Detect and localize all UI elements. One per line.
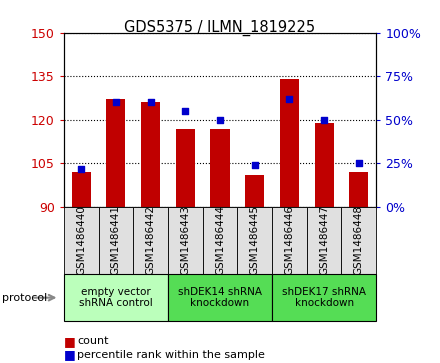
Text: GSM1486448: GSM1486448 [354, 205, 364, 276]
Text: GSM1486447: GSM1486447 [319, 205, 329, 276]
Point [251, 162, 258, 168]
Text: GDS5375 / ILMN_1819225: GDS5375 / ILMN_1819225 [125, 20, 315, 36]
Text: protocol: protocol [2, 293, 48, 303]
Text: GSM1486440: GSM1486440 [76, 205, 86, 276]
Bar [280, 79, 299, 207]
Point [77, 166, 84, 171]
Bar [141, 102, 160, 207]
Bar [168, 207, 203, 274]
Text: percentile rank within the sample: percentile rank within the sample [77, 350, 265, 360]
Text: count: count [77, 336, 109, 346]
Bar [341, 207, 376, 274]
Text: GSM1486444: GSM1486444 [215, 205, 225, 276]
Point [112, 99, 119, 105]
Bar [168, 274, 272, 321]
Bar [133, 207, 168, 274]
Point [216, 117, 224, 123]
Bar [176, 129, 195, 207]
Text: GSM1486442: GSM1486442 [146, 205, 156, 276]
Text: GSM1486445: GSM1486445 [250, 205, 260, 276]
Bar [349, 172, 368, 207]
Bar [106, 99, 125, 207]
Bar [210, 129, 230, 207]
Point [147, 99, 154, 105]
Bar [315, 123, 334, 207]
Bar [64, 274, 168, 321]
Bar [72, 172, 91, 207]
Bar [272, 207, 307, 274]
Bar [272, 274, 376, 321]
Text: GSM1486443: GSM1486443 [180, 205, 190, 276]
Point [286, 96, 293, 102]
Text: GSM1486441: GSM1486441 [111, 205, 121, 276]
Bar [203, 207, 237, 274]
Text: GSM1486446: GSM1486446 [284, 205, 294, 276]
Bar [237, 207, 272, 274]
Bar [99, 207, 133, 274]
Text: ■: ■ [64, 335, 76, 348]
Text: shDEK17 shRNA
knockdown: shDEK17 shRNA knockdown [282, 287, 366, 309]
Text: shDEK14 shRNA
knockdown: shDEK14 shRNA knockdown [178, 287, 262, 309]
Point [321, 117, 328, 123]
Text: ■: ■ [64, 348, 76, 361]
Bar [245, 175, 264, 207]
Bar [307, 207, 341, 274]
Point [356, 160, 363, 166]
Point [182, 108, 189, 114]
Bar [64, 207, 99, 274]
Text: empty vector
shRNA control: empty vector shRNA control [79, 287, 153, 309]
